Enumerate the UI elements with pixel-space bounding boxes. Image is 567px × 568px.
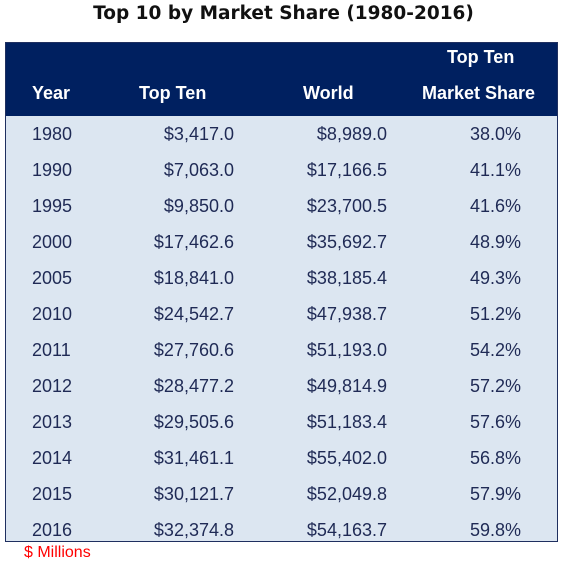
cell-share: 57.6% [469, 412, 521, 432]
table-row: 2011 $27,760.6 $51,193.0 54.2% [6, 332, 557, 368]
header-year: Year [32, 83, 71, 103]
table-row: 2000 $17,462.6 $35,692.7 48.9% [6, 224, 557, 260]
cell-world: $52,049.8 [306, 484, 387, 504]
cell-world: $51,193.0 [306, 340, 387, 360]
header-share-line2: Market Share [422, 83, 536, 103]
cell-share: 54.2% [469, 340, 521, 360]
table-row: 2010 $24,542.7 $47,938.7 51.2% [6, 296, 557, 332]
cell-top-ten: $32,374.8 [153, 520, 234, 540]
cell-world: $8,989.0 [316, 124, 387, 144]
cell-year: 1980 [32, 124, 73, 144]
cell-year: 2005 [32, 268, 73, 288]
cell-year: 2011 [32, 340, 71, 360]
cell-world: $35,692.7 [306, 232, 387, 252]
cell-share: 38.0% [469, 124, 521, 144]
cell-top-ten: $28,477.2 [153, 376, 234, 396]
cell-top-ten: $24,542.7 [153, 304, 234, 324]
cell-share: 51.2% [469, 304, 521, 324]
cell-top-ten: $17,462.6 [153, 232, 234, 252]
cell-world: $38,185.4 [306, 268, 387, 288]
cell-share: 57.9% [469, 484, 521, 504]
cell-year: 2016 [32, 520, 73, 540]
units-note: $ Millions [24, 544, 91, 561]
cell-top-ten: $30,121.7 [153, 484, 234, 504]
market-share-table: Year Top Ten World Top Ten Market Share … [5, 42, 558, 542]
cell-top-ten: $31,461.1 [153, 448, 234, 468]
header-top-ten: Top Ten [139, 83, 207, 103]
table-row: 2015 $30,121.7 $52,049.8 57.9% [6, 476, 557, 512]
cell-year: 2000 [32, 232, 73, 252]
cell-year: 2012 [32, 376, 73, 396]
cell-top-ten: $27,760.6 [153, 340, 234, 360]
cell-share: 56.8% [469, 448, 521, 468]
cell-share: 48.9% [469, 232, 521, 252]
cell-year: 2013 [32, 412, 73, 432]
cell-world: $55,402.0 [306, 448, 387, 468]
header-world: World [303, 83, 354, 103]
table-row: 2013 $29,505.6 $51,183.4 57.6% [6, 404, 557, 440]
table-title: Top 10 by Market Share (1980-2016) [93, 3, 474, 24]
table-row: 2005 $18,841.0 $38,185.4 49.3% [6, 260, 557, 296]
cell-top-ten: $18,841.0 [153, 268, 234, 288]
table-header: Year Top Ten World Top Ten Market Share [6, 43, 557, 116]
table-row: 1990 $7,063.0 $17,166.5 41.1% [6, 152, 557, 188]
cell-share: 41.1% [469, 160, 521, 180]
cell-year: 2010 [32, 304, 73, 324]
cell-share: 41.6% [469, 196, 521, 216]
cell-world: $51,183.4 [306, 412, 387, 432]
cell-year: 2015 [32, 484, 73, 504]
cell-share: 57.2% [469, 376, 521, 396]
table-row: 1980 $3,417.0 $8,989.0 38.0% [6, 116, 557, 152]
cell-world: $17,166.5 [306, 160, 387, 180]
cell-share: 59.8% [469, 520, 521, 540]
table-row: 2016 $32,374.8 $54,163.7 59.8% [6, 512, 557, 548]
cell-top-ten: $29,505.6 [153, 412, 234, 432]
cell-top-ten: $3,417.0 [163, 124, 234, 144]
cell-world: $54,163.7 [306, 520, 387, 540]
cell-world: $23,700.5 [306, 196, 387, 216]
table-row: 2012 $28,477.2 $49,814.9 57.2% [6, 368, 557, 404]
cell-share: 49.3% [469, 268, 521, 288]
header-share-line1: Top Ten [447, 47, 515, 67]
table-row: 2014 $31,461.1 $55,402.0 56.8% [6, 440, 557, 476]
cell-year: 1995 [32, 196, 73, 216]
cell-world: $49,814.9 [306, 376, 387, 396]
cell-year: 1990 [32, 160, 73, 180]
cell-top-ten: $9,850.0 [163, 196, 234, 216]
cell-top-ten: $7,063.0 [163, 160, 234, 180]
cell-year: 2014 [32, 448, 73, 468]
cell-world: $47,938.7 [306, 304, 387, 324]
table-row: 1995 $9,850.0 $23,700.5 41.6% [6, 188, 557, 224]
